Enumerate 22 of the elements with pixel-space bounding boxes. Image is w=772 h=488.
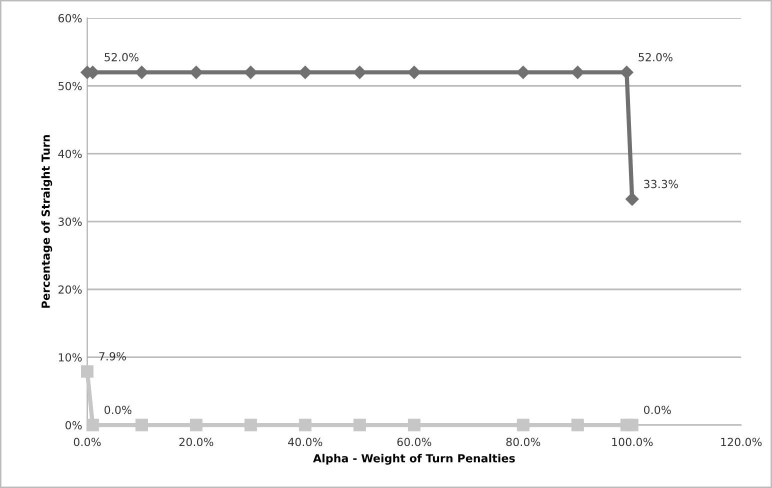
data-label: 7.9% [99, 352, 126, 361]
x-tick-label: 40.0% [288, 438, 322, 446]
x-tick-label: 80.0% [506, 438, 540, 446]
x-tick-label: 120.0% [721, 438, 762, 446]
x-tick-label: 100.0% [612, 438, 653, 446]
x-tick-label: 0.0% [74, 438, 101, 446]
data-label: 0.0% [104, 406, 132, 414]
y-tick-label: 40% [58, 150, 82, 158]
x-tick-label: 60.0% [397, 438, 432, 446]
x-tick-label: 20.0% [179, 438, 214, 446]
y-tick-label: 20% [58, 285, 82, 294]
data-label: 52.0% [638, 52, 672, 62]
y-axis-title: Percentage of Straight Turn [41, 135, 52, 308]
y-tick-label: 50% [58, 82, 82, 90]
y-tick-label: 10% [58, 353, 82, 362]
x-axis-title: Alpha - Weight of Turn Penalties [313, 454, 515, 465]
data-label: 52.0% [104, 52, 138, 62]
y-tick-label: 0% [65, 421, 82, 430]
data-label: 0.0% [644, 406, 671, 414]
data-label: 33.3% [644, 180, 678, 188]
y-tick-label: 30% [58, 218, 82, 226]
y-tick-label: 60% [58, 14, 82, 22]
